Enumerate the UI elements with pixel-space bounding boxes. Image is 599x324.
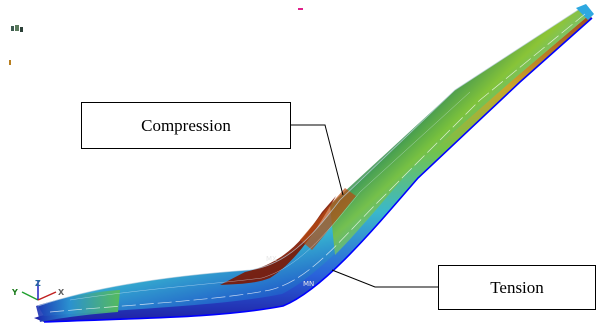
triad-z-label: Z: [35, 279, 41, 288]
triad-x-label: X: [58, 288, 65, 297]
tension-leader-line: [331, 269, 438, 288]
triad-y-label: Y: [11, 288, 18, 297]
min-node-label: MN: [303, 280, 314, 288]
deformed-beam: [34, 4, 594, 323]
compression-leader-line: [291, 124, 344, 196]
axis-triad-icon: Y Z X: [11, 279, 65, 301]
tension-label: Tension: [490, 277, 544, 297]
compression-callout: Compression: [81, 102, 291, 149]
max-node-label: MX: [266, 255, 277, 263]
tension-callout: Tension: [438, 265, 596, 310]
compression-label: Compression: [141, 115, 231, 135]
ansys-logo-icon: [9, 8, 303, 65]
